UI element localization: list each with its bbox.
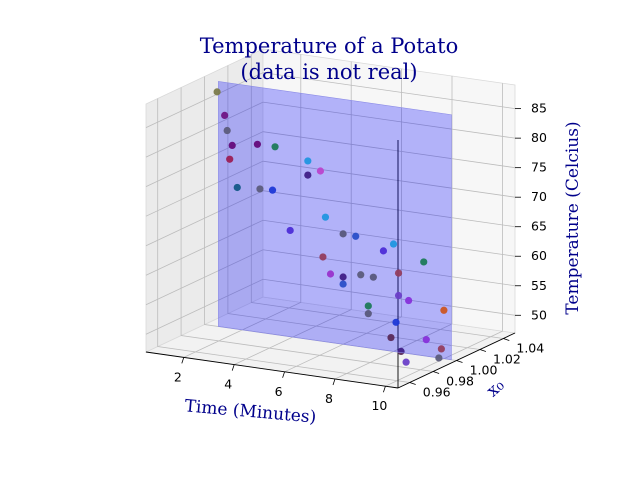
x-axis-line <box>145 351 399 389</box>
x-axis-label: Time (Minutes) <box>184 396 317 427</box>
data-point <box>221 111 229 119</box>
data-point <box>339 230 347 238</box>
data-point <box>253 140 262 148</box>
z-tick-label: 75 <box>531 160 547 175</box>
y-axis-label: x₀ <box>483 375 509 401</box>
data-point <box>422 336 430 344</box>
z-tick-label: 60 <box>531 248 547 263</box>
data-point <box>352 232 360 240</box>
data-point <box>213 88 221 96</box>
data-point <box>364 310 372 318</box>
x-tick-label: 4 <box>224 377 232 392</box>
y-tick-mark <box>432 371 440 374</box>
data-point <box>319 253 327 261</box>
z-tick-label: 50 <box>531 307 547 322</box>
z-grid-line <box>145 219 516 276</box>
z-tick-label: 70 <box>531 189 547 204</box>
y-tick-label: 1.04 <box>516 341 544 356</box>
data-point <box>357 271 365 279</box>
z-tick-label: 85 <box>531 101 547 116</box>
tick-labels: 2 4 6 8 10 0.960.981.001.021.04 50 55 60 65 70 75 80… <box>174 101 547 414</box>
z-grid-line <box>145 160 516 217</box>
z-grid-line <box>145 249 516 306</box>
z-grid-line <box>145 278 516 335</box>
data-point <box>392 318 400 326</box>
data-point <box>402 358 410 366</box>
chart-labels: Temperature of a Potato (data is not rea… <box>184 34 583 428</box>
points-front-of-plane <box>213 88 448 366</box>
chart-title-line-1: Temperature of a Potato <box>200 34 459 58</box>
data-point <box>364 302 372 310</box>
data-point <box>326 270 335 278</box>
data-point <box>389 240 398 248</box>
chart-title-line-2: (data is not real) <box>240 60 417 84</box>
plane-y-equals-one <box>218 81 452 361</box>
x-tick-mark <box>332 378 336 386</box>
data-point <box>339 273 347 281</box>
z-grid-line <box>145 131 516 188</box>
y-tick-label: 0.98 <box>446 374 474 389</box>
plane-layer <box>218 81 452 361</box>
x-tick-label: 8 <box>325 391 333 406</box>
data-point <box>394 291 403 300</box>
data-point <box>233 183 241 192</box>
y-tick-label: 1.00 <box>470 363 498 378</box>
data-point <box>394 269 403 277</box>
x-tick-label: 2 <box>174 369 182 384</box>
data-point <box>223 126 231 135</box>
x-tick-label: 6 <box>275 384 283 399</box>
data-point <box>271 143 279 151</box>
data-point <box>420 258 428 266</box>
data-point <box>437 345 445 353</box>
data-point <box>304 171 312 179</box>
data-point <box>286 226 294 235</box>
data-point <box>321 213 330 221</box>
x-tick-label: 10 <box>371 398 387 413</box>
data-point <box>405 296 413 305</box>
x-tick-mark <box>231 364 235 371</box>
data-point <box>316 167 325 175</box>
data-point <box>387 333 395 342</box>
y-tick-mark <box>503 338 510 341</box>
z-tick-label: 80 <box>531 130 547 145</box>
data-point <box>440 306 448 314</box>
y-tick-mark <box>409 382 416 385</box>
z-tick-label: 65 <box>531 219 547 234</box>
x-tick-mark <box>282 371 285 378</box>
x-tick-mark <box>181 357 185 364</box>
data-point <box>268 186 277 194</box>
points-behind-plane <box>221 111 445 355</box>
data-point <box>369 273 377 281</box>
data-point <box>256 185 264 193</box>
y-tick-label: 0.96 <box>423 385 451 400</box>
data-point <box>228 141 236 150</box>
data-point <box>379 247 388 255</box>
data-point <box>397 347 405 355</box>
y-tick-mark <box>456 360 463 363</box>
z-grid-line <box>145 101 516 158</box>
data-point <box>304 157 312 165</box>
data-point <box>226 155 234 163</box>
y-tick-mark <box>479 349 487 352</box>
z-tick-label: 55 <box>531 278 547 293</box>
x-tick-mark <box>383 386 386 393</box>
data-point <box>339 280 347 288</box>
y-tick-label: 1.02 <box>493 352 521 367</box>
grid-lines <box>145 54 516 387</box>
z-axis-label: Temperature (Celcius) <box>563 121 583 314</box>
data-point <box>435 354 443 362</box>
z-grid-line <box>145 72 516 128</box>
